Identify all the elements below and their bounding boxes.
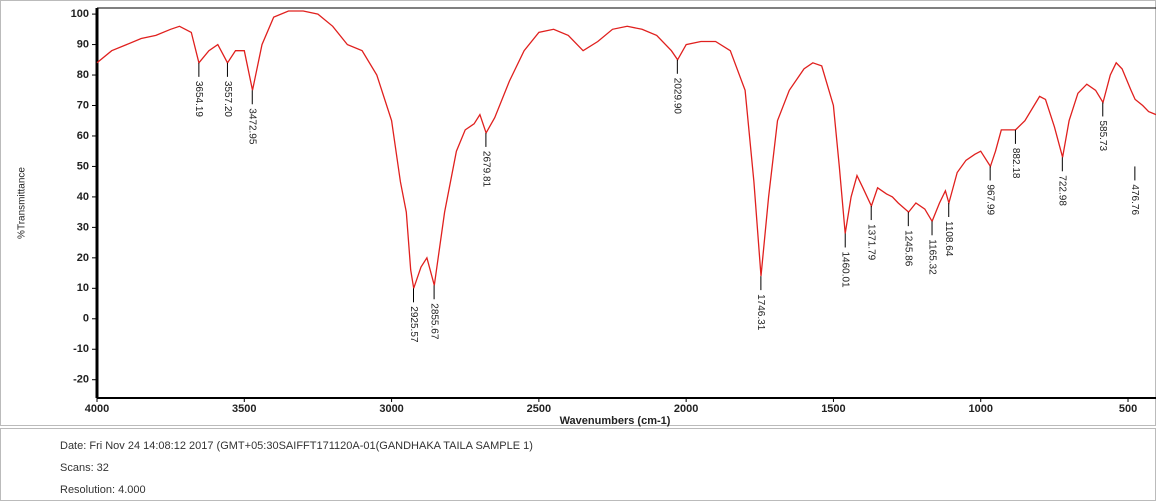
- peak-label: 722.98: [1057, 175, 1068, 206]
- spectrum-line: [96, 10, 1156, 289]
- y-tick-label: 70: [77, 99, 89, 111]
- x-tick-label: 500: [1119, 403, 1137, 415]
- y-tick-label: 100: [71, 8, 89, 20]
- y-tick-label: 50: [77, 160, 89, 172]
- x-tick-label: 3500: [232, 403, 256, 415]
- peak-label: 1746.31: [755, 294, 766, 331]
- plot-frame: [0, 0, 1156, 426]
- peak-label: 476.76: [1129, 184, 1140, 215]
- peak-label: 3557.20: [222, 81, 233, 118]
- y-axis-label: %Transmittance: [17, 167, 28, 239]
- x-tick-label: 2500: [527, 403, 551, 415]
- x-tick-label: 3000: [379, 403, 403, 415]
- y-tick-label: 30: [77, 221, 89, 233]
- x-axis-label: Wavenumbers (cm-1): [560, 415, 671, 427]
- peak-label: 2029.90: [672, 78, 683, 115]
- peak-label: 2679.81: [480, 151, 491, 188]
- y-tick-label: 20: [77, 252, 89, 264]
- y-tick-label: 10: [77, 282, 89, 294]
- peak-label: 882.18: [1010, 148, 1021, 179]
- info-scans: Scans: 32: [60, 462, 109, 474]
- peak-label: 3654.19: [193, 81, 204, 118]
- peak-label: 585.73: [1097, 120, 1108, 151]
- x-tick-label: 4000: [85, 403, 109, 415]
- y-tick-label: 40: [77, 191, 89, 203]
- peak-label: 1371.79: [866, 224, 877, 261]
- peak-label: 1108.64: [943, 221, 954, 257]
- peak-label: 967.99: [985, 184, 996, 215]
- y-tick-label: 0: [83, 313, 89, 325]
- y-tick-label: 80: [77, 69, 89, 81]
- x-tick-label: 2000: [674, 403, 698, 415]
- x-tick-label: 1500: [821, 403, 845, 415]
- peak-label: 3472.95: [247, 108, 258, 145]
- y-tick-label: 60: [77, 130, 89, 142]
- peak-label: 1245.86: [903, 230, 914, 267]
- info-resolution: Resolution: 4.000: [60, 484, 146, 496]
- peak-label: 1460.01: [840, 251, 851, 288]
- peak-label: 2855.67: [428, 303, 439, 340]
- y-tick-label: -20: [73, 374, 89, 386]
- y-tick-label: -10: [73, 343, 89, 355]
- peak-label: 1165.32: [926, 239, 937, 275]
- peak-label: 2925.57: [408, 306, 419, 343]
- info-date: Date: Fri Nov 24 14:08:12 2017 (GMT+05:3…: [60, 440, 533, 452]
- x-tick-label: 1000: [968, 403, 992, 415]
- y-tick-label: 90: [77, 38, 89, 50]
